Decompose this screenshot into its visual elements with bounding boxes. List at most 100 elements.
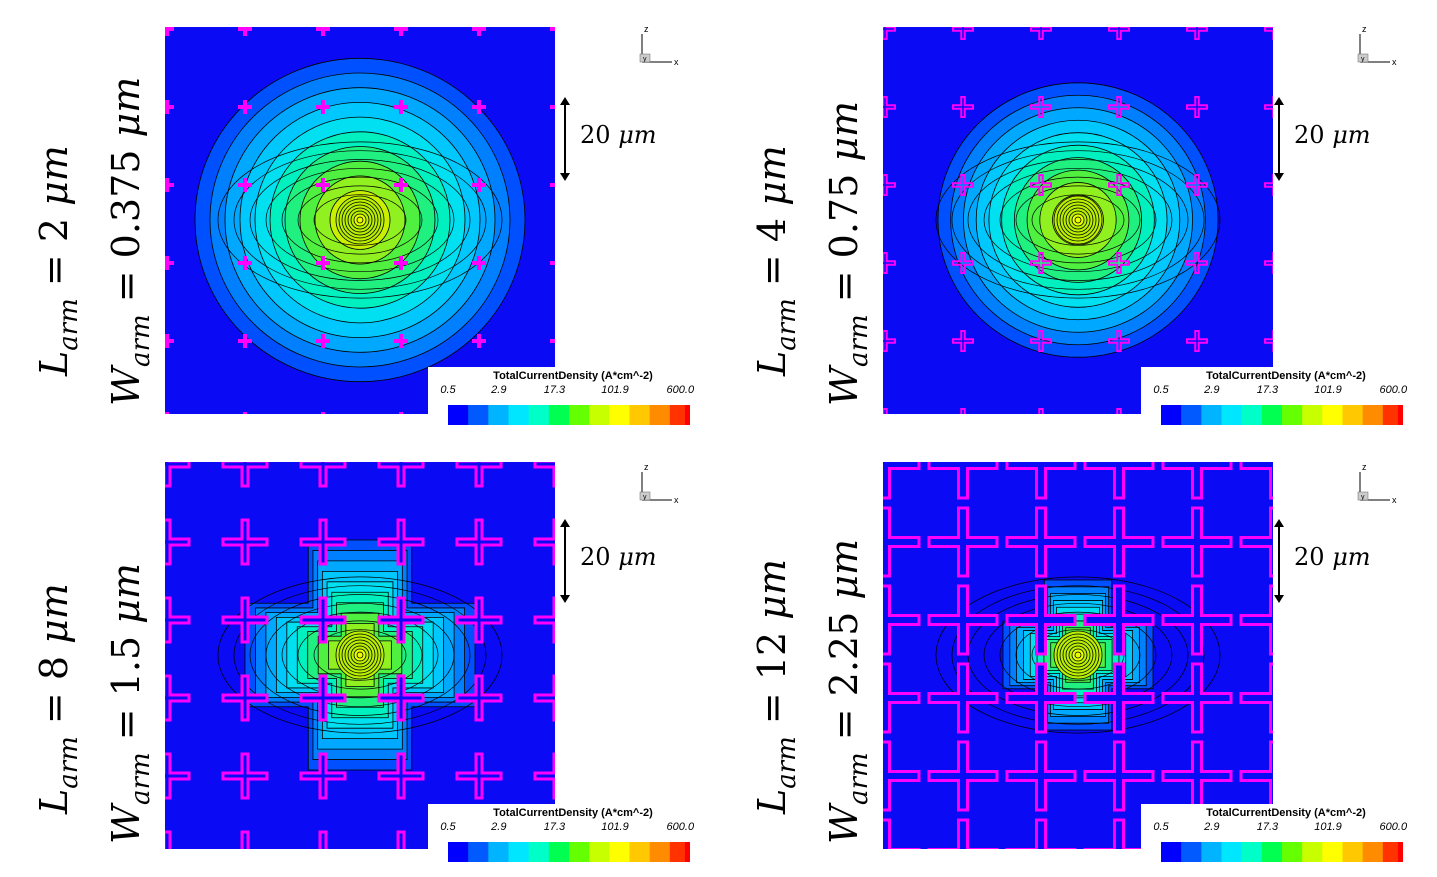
l-value: 12 [750,631,794,681]
colorbar-swatch [1327,842,1334,862]
colorbar-tick: 0.5 [440,384,456,396]
electrode-cross [221,596,269,644]
electrode-cross [550,178,555,192]
l-subscript: arm [54,298,84,351]
contour-line [313,194,407,246]
colorbar-swatch [1317,842,1323,862]
colorbar-swatch [538,405,545,425]
l-unit: μm [32,145,76,206]
electrode-cross [472,178,486,192]
electrode-cross [299,752,347,800]
electrode-cross [377,596,425,644]
w-unit: μm [104,563,148,624]
colorbar-swatch [659,842,666,862]
colorbar-swatch [1307,842,1313,862]
electrode-cross [550,334,555,348]
electrode-cross [533,596,555,644]
svg-text:y: y [643,56,647,63]
electrode-cross [472,256,486,270]
colorbar-swatch [629,842,636,862]
axes-triad: z x y [632,460,682,513]
colorbar-swatch [498,405,505,425]
colorbar-swatch [488,842,494,862]
colorbar-swatch [1342,842,1349,862]
electrode-cross [952,96,974,118]
field-svg [883,27,1273,414]
w-subscript: arm [844,314,874,367]
electrode-cross [883,584,921,656]
panel-4: Larm = 12 μm Warm = 2.25 μm z x y [718,438,1436,876]
colorbar-swatch [543,842,550,862]
contour-line [967,159,1189,281]
colorbar-swatch [1171,842,1177,862]
colorbar-swatch [1312,405,1318,425]
colorbar-swatch [614,405,621,425]
colorbar-swatch [453,842,459,862]
colorbar-swatch [1196,842,1202,862]
colorbar-swatch [639,842,646,862]
electrode-cross [316,178,330,192]
w-value: 0.375 [104,149,148,259]
panel-3: Larm = 8 μm Warm = 1.5 μm z x y [0,438,718,876]
contour-line [313,629,407,681]
contour-line [249,594,471,716]
electrode-cross [316,100,330,114]
current-density-map [883,462,1273,849]
colorbar-swatch [483,842,489,862]
colorbar-swatch [493,842,500,862]
colorbar-swatch [644,842,651,862]
colorbar-swatch [1241,405,1248,425]
colorbar-swatch [589,405,595,425]
colorbar-tick: 101.9 [1314,384,1342,396]
electrode-cross [1005,818,1077,849]
arm-length-label: Larm = 8 μm [32,583,84,814]
electrode-cross [316,27,330,36]
colorbar-swatch [1352,842,1359,862]
axes-triad: z x y [632,22,682,75]
colorbar-swatch [1327,405,1334,425]
colorbar-swatch [548,842,555,862]
arm-length-label: Larm = 2 μm [32,145,84,376]
colorbar-swatch [523,842,530,862]
current-density-map [883,27,1273,414]
colorbar-tick: 2.9 [491,384,507,396]
colorbar-tick: 17.3 [543,821,566,833]
colorbar-swatch [463,405,469,425]
w-subscript: arm [126,314,156,367]
svg-text:y: y [643,494,647,501]
electrode-cross [165,256,174,270]
colorbar-swatch [1377,405,1384,425]
colorbar-swatch [1382,405,1389,425]
colorbar-swatch [584,405,590,425]
colorbar-swatch [1176,842,1182,862]
colorbar-swatch [609,842,615,862]
colorbar-swatch [1166,842,1172,862]
electrode-cross [165,462,191,488]
colorbar-swatch [1357,405,1364,425]
colorbar-swatch [1166,405,1172,425]
colorbar-swatch [664,842,671,862]
colorbar-swatch [488,405,494,425]
electrode-cross [1239,506,1273,578]
electrode-cross [1030,330,1052,352]
colorbar-swatch [1317,405,1323,425]
colorbar-swatch [604,405,610,425]
electrode-cross [1161,584,1233,656]
colorbar-swatch [1362,405,1369,425]
colorbar-swatch [1387,842,1394,862]
colorbar-swatch [599,405,605,425]
l-symbol: L [750,788,794,814]
electrode-cross [316,256,330,270]
colorbar-swatch [483,405,489,425]
scale-unit: μm [618,121,657,149]
colorbar-swatch [543,405,550,425]
contour-line [983,167,1173,273]
arm-width-label: Warm = 0.75 μm [822,100,874,406]
contour-line [951,150,1205,290]
electrode-cross [299,462,347,488]
electrode-cross [1030,252,1052,274]
electrode-cross [1083,662,1155,734]
colorbar-swatch [1297,405,1303,425]
colorbar-swatch [553,842,560,862]
colorbar-swatch [1382,842,1389,862]
